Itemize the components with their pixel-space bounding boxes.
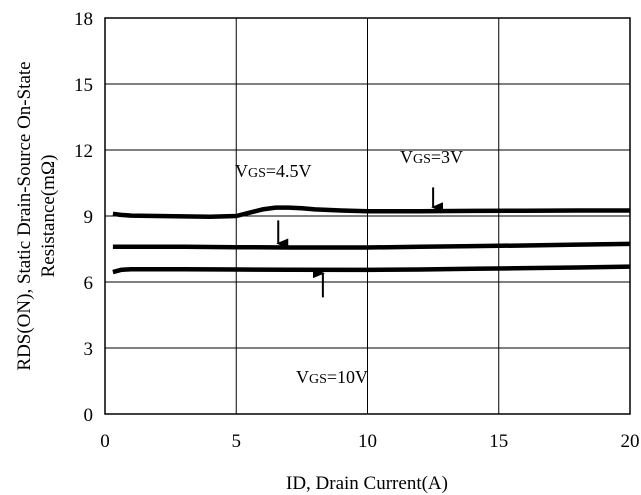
series-layer	[112, 205, 631, 275]
x-tick-label: 10	[358, 431, 377, 452]
y-tick-label: 9	[84, 207, 94, 228]
y-tick-label: 15	[74, 75, 93, 96]
y-tick-labels: 0 3 6 9 12 15 18	[74, 9, 93, 426]
y-axis-label-line1: RDS(ON), Static Drain-Source On-State	[14, 61, 35, 370]
y-axis-label-line2: Resistance(mΩ)	[38, 155, 59, 278]
series-line	[112, 264, 631, 275]
y-tick-label: 6	[84, 273, 94, 294]
y-tick-label: 18	[74, 9, 93, 30]
annotation-label: VGS=4.5V	[235, 161, 312, 181]
y-tick-label: 12	[74, 141, 93, 162]
x-tick-label: 20	[621, 431, 640, 452]
x-axis-label: ID, Drain Current(A)	[286, 473, 448, 494]
series-line	[112, 241, 631, 250]
x-tick-label: 0	[100, 431, 110, 452]
annotation-label: VGS=10V	[296, 367, 368, 387]
annotations: VGS=4.5V VGS=3V VGS=10V	[235, 147, 463, 387]
annotation-label: VGS=3V	[400, 147, 463, 167]
x-tick-label: 15	[489, 431, 508, 452]
x-tick-labels: 0 5 10 15 20	[100, 431, 639, 452]
series-line	[112, 205, 630, 219]
x-tick-label: 5	[232, 431, 242, 452]
y-tick-label: 3	[84, 339, 94, 360]
plot-frame	[104, 17, 631, 415]
y-tick-label: 0	[84, 405, 94, 426]
